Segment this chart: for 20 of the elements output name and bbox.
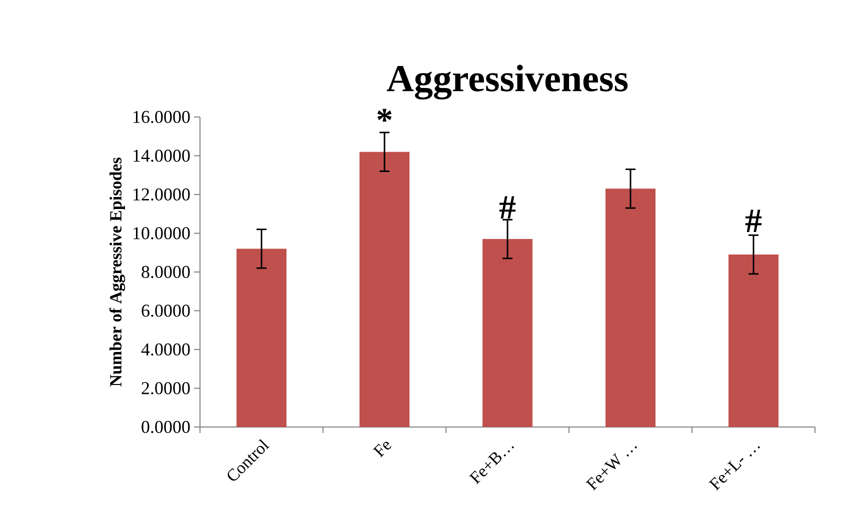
y-tick-label: 10.0000 [134, 227, 190, 240]
chart-title: Aggressiveness [386, 64, 628, 100]
y-tick-label: 4.0000 [141, 343, 190, 356]
y-tick-label: 6.0000 [142, 304, 190, 317]
x-tick-label: Fe [372, 442, 392, 458]
y-tick-label: 8.0000 [142, 266, 190, 278]
annotation: # [745, 210, 762, 232]
annotation: * [377, 108, 392, 122]
bar [606, 188, 656, 427]
y-tick-label: 2.0000 [142, 382, 190, 394]
bar [728, 254, 778, 427]
bar [236, 248, 287, 427]
y-tick-label: 14.0000 [134, 150, 190, 162]
bar [482, 239, 532, 427]
y-tick-label: 0.0000 [142, 420, 190, 434]
bar [360, 152, 410, 427]
y-axis-title: Number of Aggressive Episodes [109, 158, 126, 386]
annotation: # [499, 196, 516, 218]
y-tick-label: 16.0000 [134, 110, 190, 124]
y-tick-label: 12.0000 [134, 188, 190, 201]
